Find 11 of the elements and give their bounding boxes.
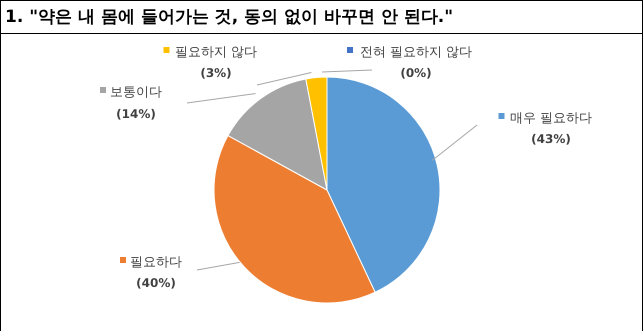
data-label: (40%) xyxy=(136,276,176,290)
legend-label: 보통이다 xyxy=(110,85,162,100)
data-label: (14%) xyxy=(116,107,156,121)
text: (0%) xyxy=(400,66,432,80)
legend-label: 매우 필요하다 xyxy=(510,111,592,126)
data-label: (3%) xyxy=(200,66,232,80)
legend-label: 전혀 필요하지 않다 xyxy=(360,45,472,60)
legend-label: 필요하지 않다 xyxy=(174,45,258,60)
chart-title: 1. "약은 내 몸에 들어가는 것, 동의 없이 바꾸면 안 된다." xyxy=(1,1,642,34)
data-label: (43%) xyxy=(531,132,571,146)
legend-label: 필요하다 xyxy=(130,255,182,270)
